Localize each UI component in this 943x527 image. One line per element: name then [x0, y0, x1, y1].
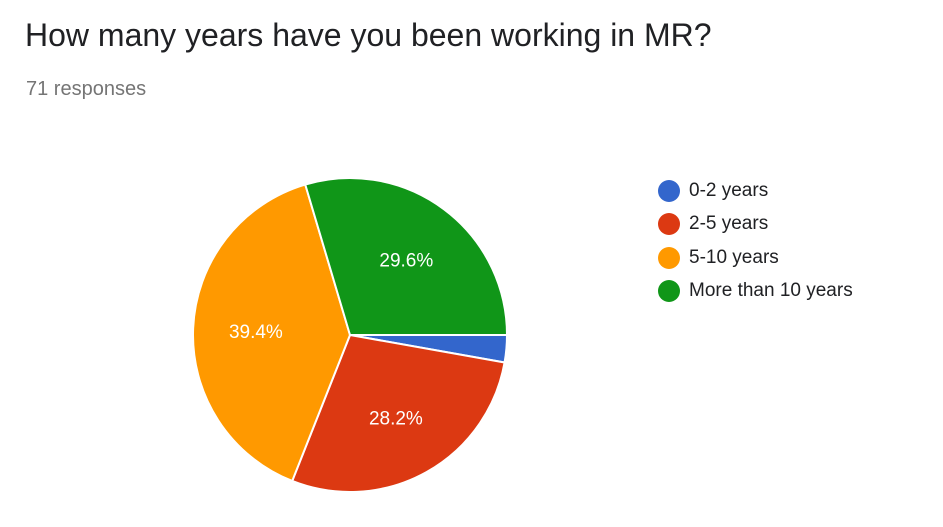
pie-slice-2-5-years	[290, 333, 506, 493]
legend: 0-2 years 2-5 years 5-10 years More than 10…	[658, 174, 853, 308]
slice-data-label: 28.2%	[369, 408, 423, 429]
legend-item: More than 10 years	[658, 275, 853, 309]
legend-swatch-icon	[658, 280, 680, 303]
legend-item: 2-5 years	[658, 208, 853, 242]
slice-data-label: 29.6%	[379, 250, 433, 271]
pie-slice-5-10-years	[192, 183, 352, 483]
response-count: 71 responses	[26, 78, 147, 100]
legend-item: 0-2 years	[658, 174, 853, 208]
legend-label: 0-2 years	[689, 179, 769, 201]
slice-data-label: 39.4%	[229, 322, 283, 343]
legend-item: 5-10 years	[658, 241, 853, 275]
legend-swatch-icon	[658, 213, 680, 236]
legend-label: More than 10 years	[689, 280, 853, 302]
legend-label: 5-10 years	[689, 246, 779, 268]
legend-label: 2-5 years	[689, 213, 769, 235]
chart-title: How many years have you been working in …	[25, 17, 712, 53]
legend-swatch-icon	[658, 179, 680, 202]
legend-swatch-icon	[658, 246, 680, 269]
pie-slice-more-than-10-years	[304, 177, 509, 336]
